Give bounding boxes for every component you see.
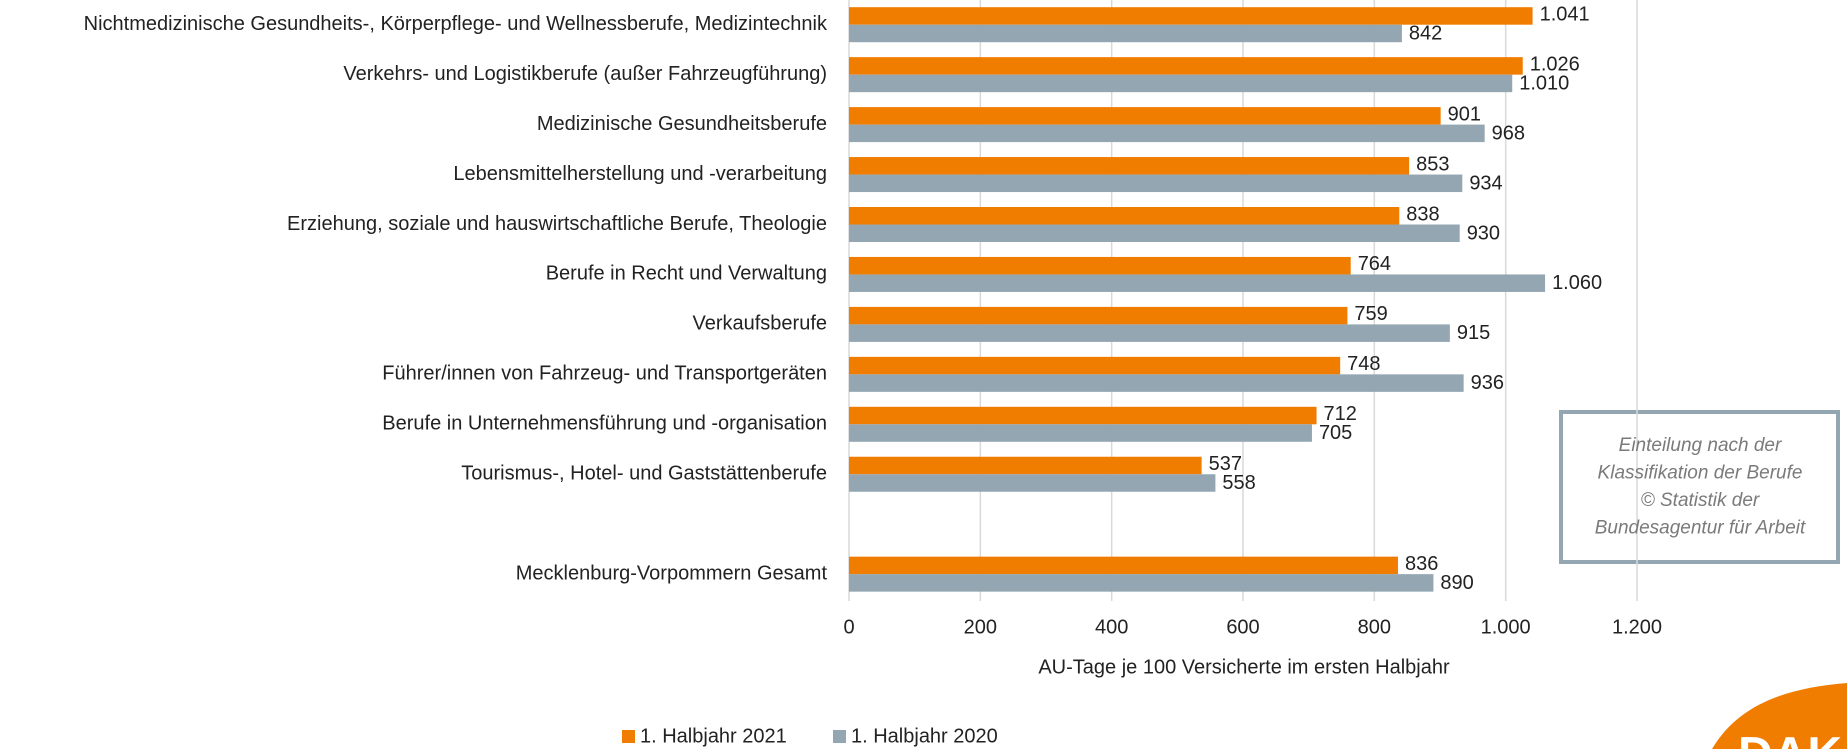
legend-label: 1. Halbjahr 2020	[851, 725, 998, 747]
bar	[849, 324, 1450, 342]
y-tick-label: Tourismus-, Hotel- und Gaststättenberufe	[461, 463, 827, 485]
x-tick-label: 1.200	[1612, 616, 1662, 638]
value-label: 853	[1416, 153, 1449, 175]
value-label: 1.010	[1519, 72, 1569, 94]
value-label: 705	[1319, 422, 1352, 444]
note-text: Bundesagentur für Arbeit	[1595, 518, 1806, 539]
bar	[849, 274, 1546, 292]
note-text: Einteilung nach der	[1619, 435, 1782, 456]
bar	[849, 556, 1398, 575]
value-label: 968	[1492, 122, 1525, 144]
y-tick-label: Medizinische Gesundheitsberufe	[537, 113, 827, 135]
value-label: 901	[1448, 103, 1481, 125]
bar	[849, 174, 1463, 193]
y-tick-label: Nichtmedizinische Gesundheits-, Körperpf…	[84, 13, 828, 35]
bar	[849, 306, 1348, 325]
y-tick-label: Verkaufsberufe	[692, 313, 827, 335]
value-label: 930	[1467, 222, 1500, 244]
value-label: 836	[1405, 553, 1438, 575]
legend-swatch	[622, 730, 635, 743]
value-label: 915	[1457, 322, 1490, 344]
value-label: 838	[1406, 203, 1439, 225]
y-tick-label: Mecklenburg-Vorpommern Gesamt	[516, 562, 828, 584]
note-text: Klassifikation der Berufe	[1598, 463, 1803, 484]
value-label: 1.026	[1530, 53, 1580, 75]
bar	[849, 356, 1341, 375]
logo-text: DAK	[1738, 729, 1842, 749]
y-tick-label: Berufe in Unternehmensführung und -organ…	[382, 413, 827, 435]
value-label: 842	[1409, 22, 1442, 44]
legend-swatch	[833, 730, 846, 743]
bar	[849, 207, 1400, 225]
bar	[849, 574, 1434, 592]
bar	[849, 374, 1464, 392]
value-label: 1.060	[1552, 272, 1602, 294]
bar	[849, 406, 1317, 425]
x-tick-label: 800	[1358, 616, 1391, 638]
x-tick-label: 600	[1226, 616, 1259, 638]
y-tick-label: Berufe in Recht und Verwaltung	[546, 263, 827, 285]
value-label: 764	[1358, 253, 1391, 275]
note-box	[1559, 410, 1840, 564]
bar	[849, 224, 1460, 242]
value-label: 759	[1354, 303, 1387, 325]
value-label: 712	[1324, 403, 1357, 425]
x-tick-label: 0	[843, 616, 854, 638]
bar	[849, 456, 1202, 475]
value-label: 748	[1347, 353, 1380, 375]
bar	[849, 124, 1485, 143]
legend-label: 1. Halbjahr 2021	[640, 725, 787, 747]
y-tick-label: Erziehung, soziale und hauswirtschaftlic…	[287, 213, 827, 235]
bar	[849, 7, 1533, 25]
bar	[849, 474, 1216, 492]
x-tick-label: 400	[1095, 616, 1128, 638]
logo-shape	[1712, 683, 1847, 749]
y-tick-label: Verkehrs- und Logistikberufe (außer Fahr…	[343, 63, 827, 85]
value-label: 934	[1469, 172, 1502, 194]
x-tick-label: 1.000	[1481, 616, 1531, 638]
value-label: 890	[1440, 572, 1473, 594]
note-text: © Statistik der	[1641, 490, 1760, 511]
bar	[849, 74, 1513, 93]
bar	[849, 256, 1351, 275]
x-axis-title: AU-Tage je 100 Versicherte im ersten Hal…	[1038, 656, 1450, 678]
value-label: 558	[1222, 472, 1255, 494]
value-label: 537	[1209, 453, 1242, 475]
x-tick-label: 200	[964, 616, 997, 638]
value-label: 1.041	[1540, 3, 1590, 25]
bar	[849, 24, 1402, 43]
bar	[849, 424, 1312, 442]
value-label: 936	[1471, 372, 1504, 394]
bar	[849, 157, 1410, 175]
y-tick-label: Führer/innen von Fahrzeug- und Transport…	[382, 363, 827, 385]
bar	[849, 57, 1523, 75]
y-tick-label: Lebensmittelherstellung und -verarbeitun…	[453, 163, 827, 185]
bar	[849, 107, 1441, 125]
